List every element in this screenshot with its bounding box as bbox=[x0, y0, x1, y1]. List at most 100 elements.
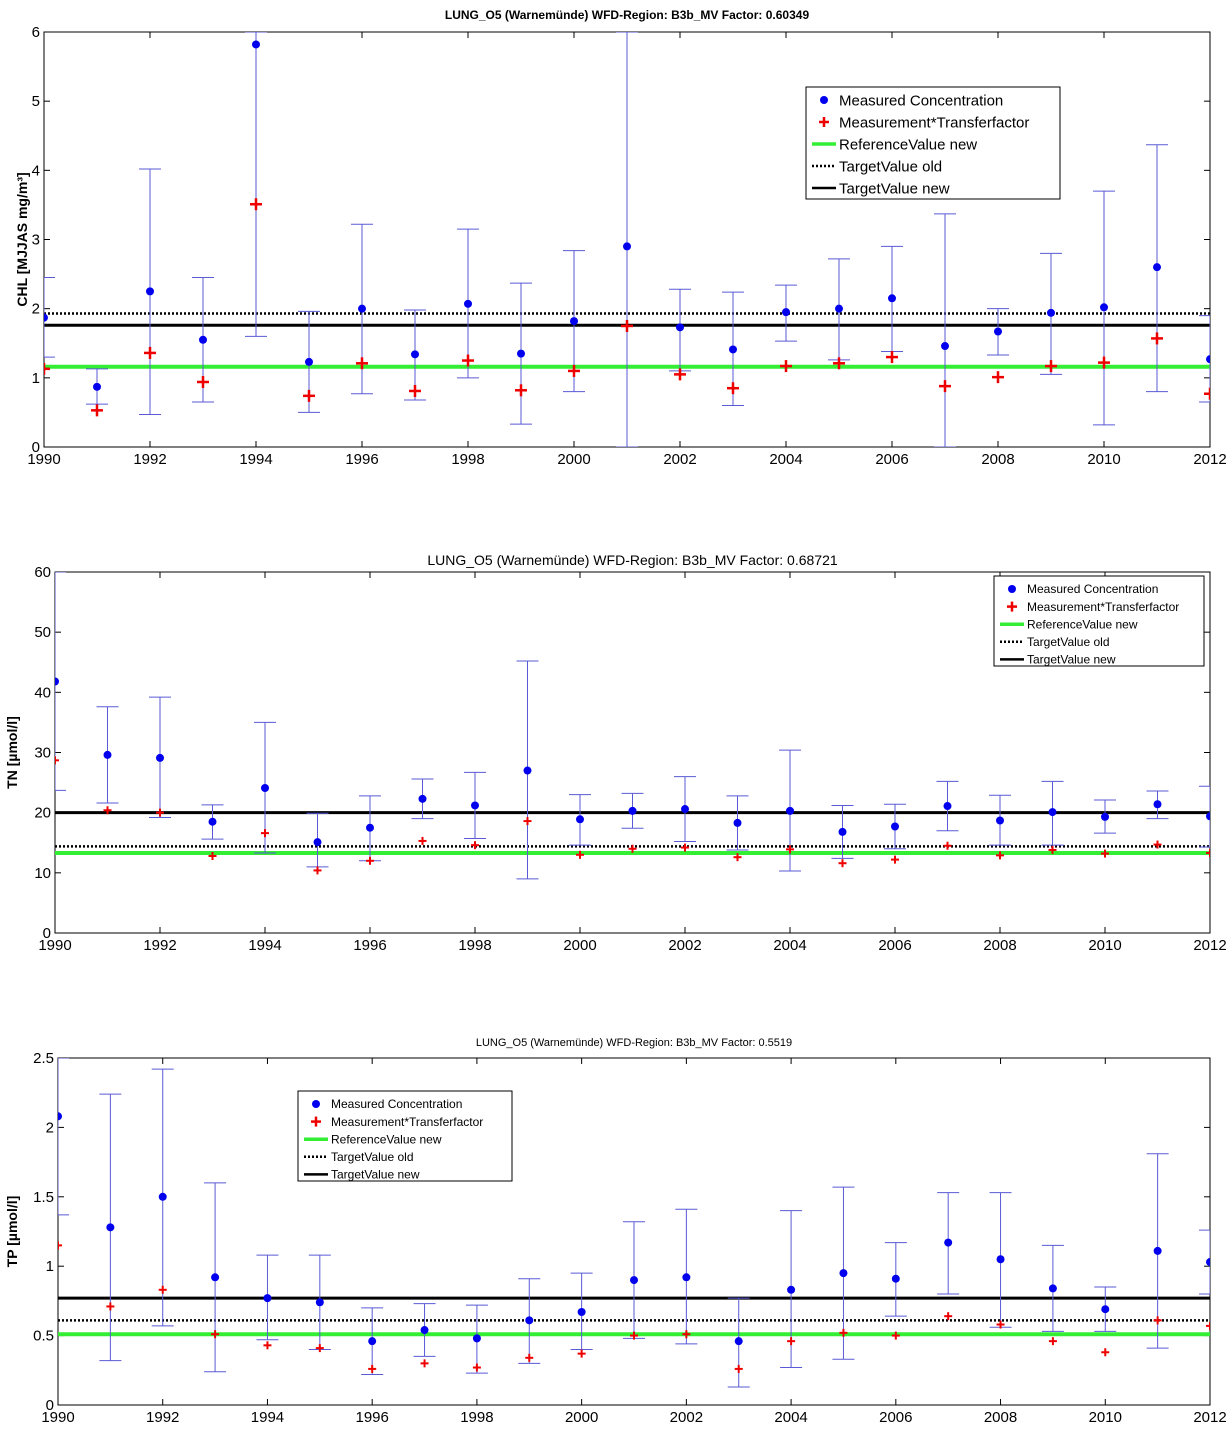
measured-point bbox=[523, 766, 532, 775]
measured-point bbox=[1047, 308, 1055, 317]
transfer-point bbox=[727, 382, 739, 395]
x-tick-label: 2006 bbox=[879, 1409, 912, 1426]
x-tick-label: 1998 bbox=[458, 937, 491, 954]
transfer-point bbox=[1206, 848, 1210, 857]
measured-point bbox=[1206, 1258, 1210, 1267]
transfer-point bbox=[515, 384, 527, 397]
y-axis-label: TN [µmol/l] bbox=[4, 716, 20, 789]
measured-point bbox=[994, 327, 1002, 336]
measured-point bbox=[891, 1274, 900, 1283]
measured-point bbox=[1206, 812, 1210, 821]
y-tick-label: 30 bbox=[34, 745, 51, 762]
measured-point bbox=[1206, 355, 1210, 364]
chart-3: LUNG_O5 (Warnemünde) WFD-Region: B3b_MV … bbox=[4, 1037, 1227, 1426]
transfer-point bbox=[734, 1364, 743, 1373]
measured-point bbox=[411, 350, 419, 359]
measured-point bbox=[1100, 303, 1108, 312]
measured-point bbox=[1048, 1284, 1057, 1293]
transfer-point bbox=[1153, 840, 1162, 849]
legend-label: TargetValue new bbox=[1027, 653, 1116, 667]
transfer-point bbox=[992, 371, 1004, 384]
y-tick-label: 20 bbox=[34, 805, 51, 822]
transfer-point bbox=[55, 756, 59, 765]
transfer-point bbox=[313, 866, 322, 875]
transfer-point bbox=[682, 1330, 691, 1339]
legend-label: Measurement*Transferfactor bbox=[331, 1115, 483, 1129]
measured-point bbox=[570, 317, 578, 326]
x-tick-label: 2004 bbox=[773, 937, 806, 954]
transfer-point bbox=[833, 357, 845, 370]
transfer-point bbox=[525, 1353, 534, 1362]
measured-point bbox=[786, 806, 794, 815]
transfer-point bbox=[1045, 360, 1057, 373]
transfer-point bbox=[197, 375, 209, 388]
transfer-point bbox=[303, 389, 315, 402]
x-tick-label: 2012 bbox=[1193, 937, 1226, 954]
transfer-point bbox=[568, 364, 580, 377]
transfer-point bbox=[996, 851, 1004, 860]
legend-label: TargetValue old bbox=[1027, 635, 1110, 649]
transfer-point bbox=[420, 1359, 429, 1368]
transfer-point bbox=[780, 360, 792, 373]
plot-marks bbox=[55, 572, 1210, 880]
measured-point bbox=[211, 1273, 220, 1282]
measured-point bbox=[103, 750, 112, 759]
legend-label: Measurement*Transferfactor bbox=[1027, 600, 1179, 614]
x-tick-label: 1994 bbox=[251, 1409, 284, 1426]
transfer-point bbox=[91, 404, 103, 417]
x-tick-label: 2010 bbox=[1087, 451, 1120, 468]
measured-point bbox=[835, 304, 843, 313]
measured-point bbox=[623, 242, 631, 251]
transfer-point bbox=[886, 351, 898, 364]
measured-point bbox=[941, 342, 949, 351]
x-tick-label: 1994 bbox=[239, 451, 272, 468]
x-tick-label: 2004 bbox=[774, 1409, 807, 1426]
transfer-point bbox=[681, 843, 689, 852]
measured-point bbox=[420, 1326, 429, 1335]
transfer-point bbox=[366, 856, 374, 865]
measured-point bbox=[628, 806, 637, 815]
measured-point bbox=[305, 357, 313, 366]
transfer-point bbox=[1048, 1337, 1057, 1346]
y-tick-label: 0.5 bbox=[33, 1328, 54, 1345]
x-tick-label: 1990 bbox=[41, 1409, 74, 1426]
measured-point bbox=[313, 838, 322, 847]
legend-label: Measurement*Transferfactor bbox=[839, 114, 1029, 131]
measured-point bbox=[55, 677, 59, 686]
transfer-point bbox=[1151, 332, 1163, 345]
measured-point bbox=[891, 822, 899, 831]
measured-point bbox=[839, 1269, 848, 1278]
legend-marker-dot bbox=[312, 1100, 320, 1108]
y-tick-label: 4 bbox=[32, 162, 40, 179]
transfer-point bbox=[839, 1328, 848, 1337]
legend: Measured Concentration Measurement*Transf… bbox=[993, 575, 1205, 667]
legend-box bbox=[993, 575, 1205, 667]
measured-point bbox=[464, 299, 472, 308]
x-tick-label: 1996 bbox=[353, 937, 386, 954]
x-tick-label: 2000 bbox=[563, 937, 596, 954]
x-tick-label: 2008 bbox=[983, 937, 1016, 954]
transfer-point bbox=[471, 841, 479, 850]
measured-point bbox=[888, 294, 896, 303]
transfer-point bbox=[630, 1331, 638, 1340]
x-tick-label: 2002 bbox=[668, 937, 701, 954]
transfer-point bbox=[418, 836, 427, 845]
measured-point bbox=[358, 304, 366, 313]
legend-box bbox=[297, 1090, 513, 1182]
transfer-point bbox=[891, 1331, 900, 1340]
measured-point bbox=[630, 1276, 638, 1285]
y-tick-label: 10 bbox=[34, 865, 51, 882]
x-tick-label: 1990 bbox=[38, 937, 71, 954]
measured-point bbox=[577, 1308, 586, 1317]
transfer-point bbox=[523, 817, 532, 826]
transfer-point bbox=[944, 1312, 953, 1321]
x-tick-label: 2000 bbox=[565, 1409, 598, 1426]
measured-point bbox=[787, 1285, 796, 1294]
measured-point bbox=[472, 1334, 481, 1343]
measured-point bbox=[261, 783, 269, 792]
transfer-point bbox=[1098, 356, 1110, 369]
measured-point bbox=[525, 1316, 534, 1325]
measured-point bbox=[366, 823, 374, 832]
legend-marker-dot bbox=[1008, 585, 1016, 593]
legend-label: ReferenceValue new bbox=[331, 1132, 442, 1146]
